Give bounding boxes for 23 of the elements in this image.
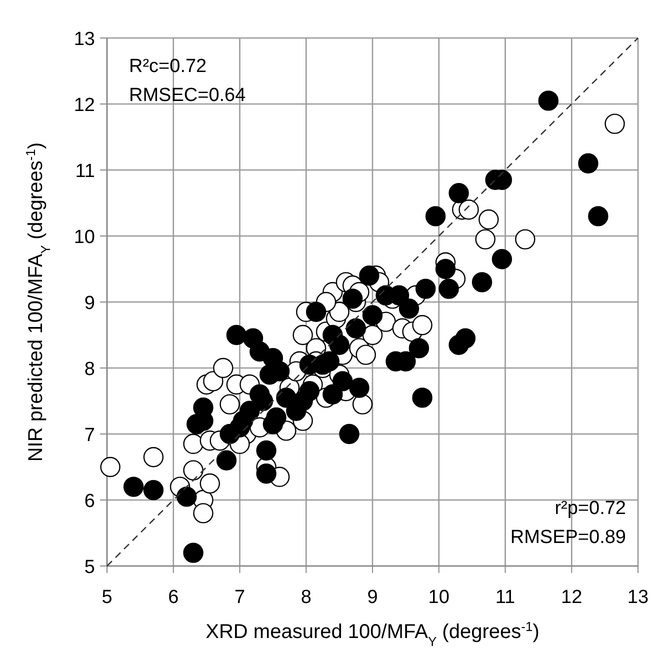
x-tick-label: 10 xyxy=(428,587,450,608)
y-tick-label: 13 xyxy=(74,29,95,50)
y-tick-label: 7 xyxy=(84,425,95,446)
x-tick-label: 9 xyxy=(367,587,378,608)
annotation: RMSEP=0.89 xyxy=(510,527,626,548)
y-tick-label: 8 xyxy=(84,359,95,380)
x-tick-label: 8 xyxy=(300,587,312,608)
y-tick-label: 5 xyxy=(84,557,95,578)
x-tick-label: 5 xyxy=(102,587,112,608)
y-tick-label: 11 xyxy=(75,161,95,182)
y-tick-label: 10 xyxy=(74,227,95,248)
x-axis-title: XRD measured 100/MFA$_{Y}$ (degrees$^{-1}$) xyxy=(206,618,540,648)
x-tick-label: 7 xyxy=(234,587,246,608)
annotation: RMSEC=0.64 xyxy=(129,85,246,106)
annotation: r²p=0.72 xyxy=(554,498,626,519)
y-tick-label: 6 xyxy=(84,491,95,512)
x-tick-label: 11 xyxy=(495,587,516,608)
annotation: R²c=0.72 xyxy=(129,56,207,77)
x-tick-label: 12 xyxy=(561,587,582,608)
y-tick-label: 12 xyxy=(74,95,95,116)
x-tick-label: 13 xyxy=(627,587,649,608)
y-tick-label: 9 xyxy=(84,293,95,314)
x-tick-label: 6 xyxy=(168,587,179,608)
